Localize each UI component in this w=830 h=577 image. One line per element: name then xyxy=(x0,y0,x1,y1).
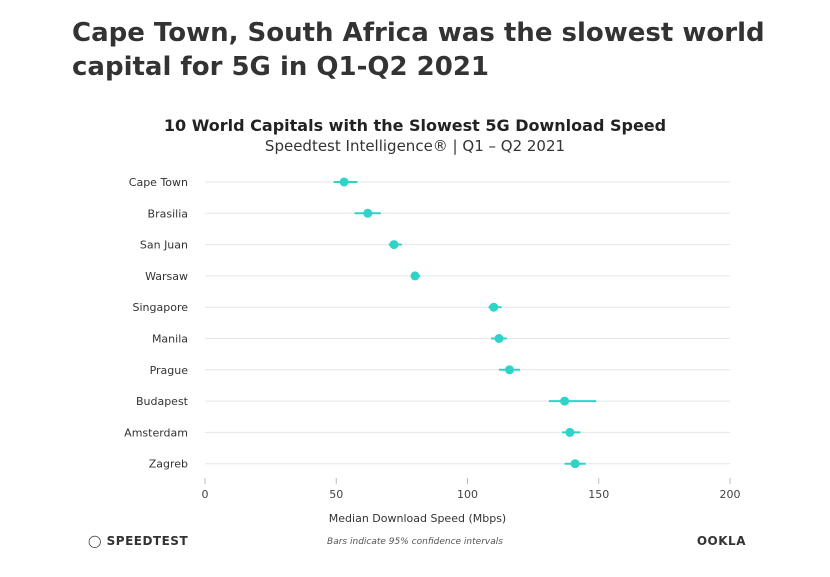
speedtest-logo: ◯ SPEEDTEST xyxy=(88,534,188,548)
category-label: Zagreb xyxy=(149,458,188,471)
data-point xyxy=(410,271,420,281)
x-tick-label: 200 xyxy=(720,488,741,501)
x-tick-label: 0 xyxy=(202,488,209,501)
speedtest-brand-text: SPEEDTEST xyxy=(106,534,189,548)
data-point xyxy=(560,396,570,406)
page-headline: Cape Town, South Africa was the slowest … xyxy=(72,18,765,82)
category-label: Cape Town xyxy=(129,176,188,189)
category-label: Singapore xyxy=(133,301,189,314)
data-point xyxy=(505,365,514,375)
data-point xyxy=(494,334,504,343)
x-tick-label: 150 xyxy=(588,488,609,501)
data-point xyxy=(339,177,349,187)
category-label: Amsterdam xyxy=(124,426,188,439)
category-label: Manila xyxy=(152,333,188,346)
chart-footnote: Bars indicate 95% confidence intervals xyxy=(327,537,503,547)
x-tick-label: 50 xyxy=(329,488,343,501)
data-point xyxy=(570,459,580,469)
category-label: Brasilia xyxy=(148,207,188,220)
data-point xyxy=(363,208,373,218)
category-label: Prague xyxy=(150,364,189,377)
speedtest-gauge-icon: ◯ xyxy=(88,534,102,548)
x-tick-label: 100 xyxy=(457,488,478,501)
data-point xyxy=(565,427,575,437)
category-label: Budapest xyxy=(136,395,189,408)
data-point xyxy=(489,302,499,312)
ookla-logo: OOKLA xyxy=(696,534,746,548)
x-axis-label: Median Download Speed (Mbps) xyxy=(329,512,506,525)
chart-subtitle: Speedtest Intelligence® | Q1 – Q2 2021 xyxy=(264,137,566,155)
category-label: Warsaw xyxy=(145,270,188,283)
data-point xyxy=(389,240,399,250)
chart-title: 10 World Capitals with the Slowest 5G Do… xyxy=(163,116,667,135)
category-label: San Juan xyxy=(140,239,188,252)
